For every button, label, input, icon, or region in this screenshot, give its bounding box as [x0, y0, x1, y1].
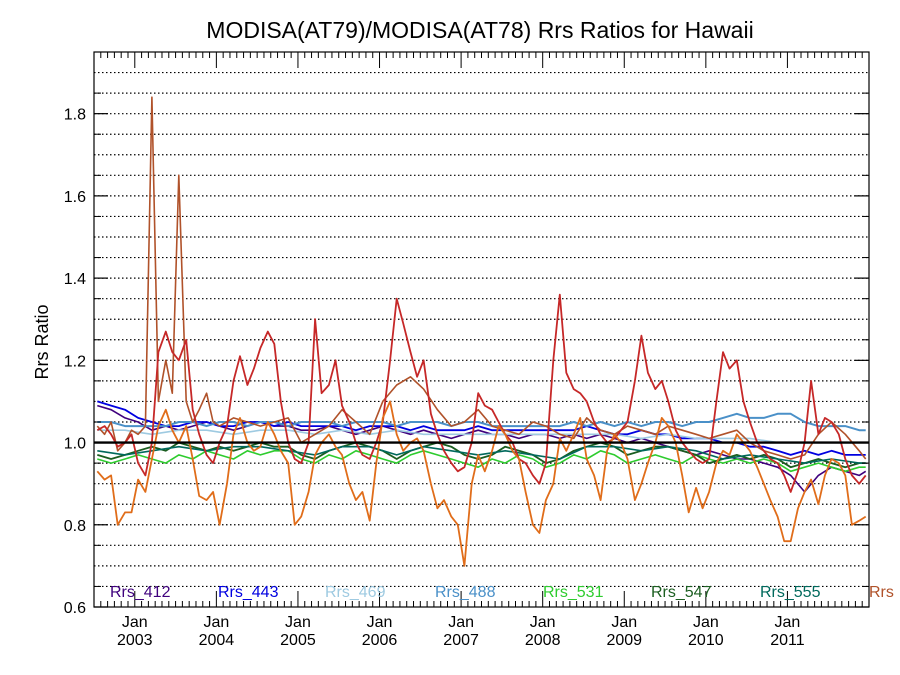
y-tick-label: 1.2	[64, 353, 86, 370]
legend-entry: Rrs_412	[110, 584, 171, 601]
legend-entry: Rrs	[869, 584, 894, 601]
x-tick-label-month: Jan	[530, 614, 556, 631]
legend: Rrs_412 Rrs_443 Rrs_469 Rrs_488 Rrs_531 Rrs_5…	[110, 584, 894, 601]
x-tick-label-month: Jan	[285, 614, 311, 631]
x-tick-label-year: 2003	[117, 632, 153, 649]
x-tick-label-year: 2010	[688, 632, 724, 649]
x-tick-label-year: 2009	[606, 632, 642, 649]
x-tick-label-year: 2004	[199, 632, 235, 649]
series-line-unlabeled-9	[96, 400, 867, 567]
x-tick-label-month: Jan	[693, 614, 719, 631]
series-line-unlabeled-8	[96, 293, 867, 493]
series-line-rrs-531	[97, 449, 866, 473]
legend-entry: Rrs_547	[651, 584, 712, 601]
y-tick-label: 1.6	[64, 189, 86, 206]
y-tick-label: 1.0	[64, 436, 86, 453]
y-tick-label: 1.8	[64, 107, 86, 124]
x-tick-label-month: Jan	[122, 614, 148, 631]
x-tick-label-year: 2007	[443, 632, 479, 649]
x-tick-label-month: Jan	[203, 614, 229, 631]
x-tick-label-month: Jan	[775, 614, 801, 631]
x-tick-label-year: 2005	[280, 632, 316, 649]
axes: 0.60.81.01.21.41.61.8Jan2003Jan2004Jan20…	[64, 51, 870, 649]
legend-entry: Rrs_469	[325, 584, 386, 601]
legend-entry: Rrs_531	[543, 584, 604, 601]
x-tick-label-month: Jan	[367, 614, 393, 631]
legend-entry: Rrs_443	[218, 584, 279, 601]
series-line-rrs-469	[97, 429, 866, 444]
y-axis-label: Rrs Ratio	[32, 304, 52, 379]
y-tick-label: 1.4	[64, 271, 86, 288]
series-line-rrs	[96, 96, 867, 460]
x-tick-label-year: 2011	[770, 632, 805, 649]
series-lines	[94, 96, 869, 567]
x-tick-label-month: Jan	[448, 614, 474, 631]
x-tick-label-year: 2006	[362, 632, 398, 649]
y-tick-label: 0.8	[64, 518, 86, 535]
legend-entry: Rrs_488	[435, 584, 496, 601]
x-tick-label-month: Jan	[611, 614, 637, 631]
chart-title: MODISA(AT79)/MODISA(AT78) Rrs Ratios for…	[206, 17, 753, 43]
series-line-rrs-547	[97, 441, 866, 469]
x-tick-label-year: 2008	[525, 632, 561, 649]
y-tick-label: 0.6	[64, 600, 86, 617]
legend-entry: Rrs_555	[760, 584, 821, 601]
